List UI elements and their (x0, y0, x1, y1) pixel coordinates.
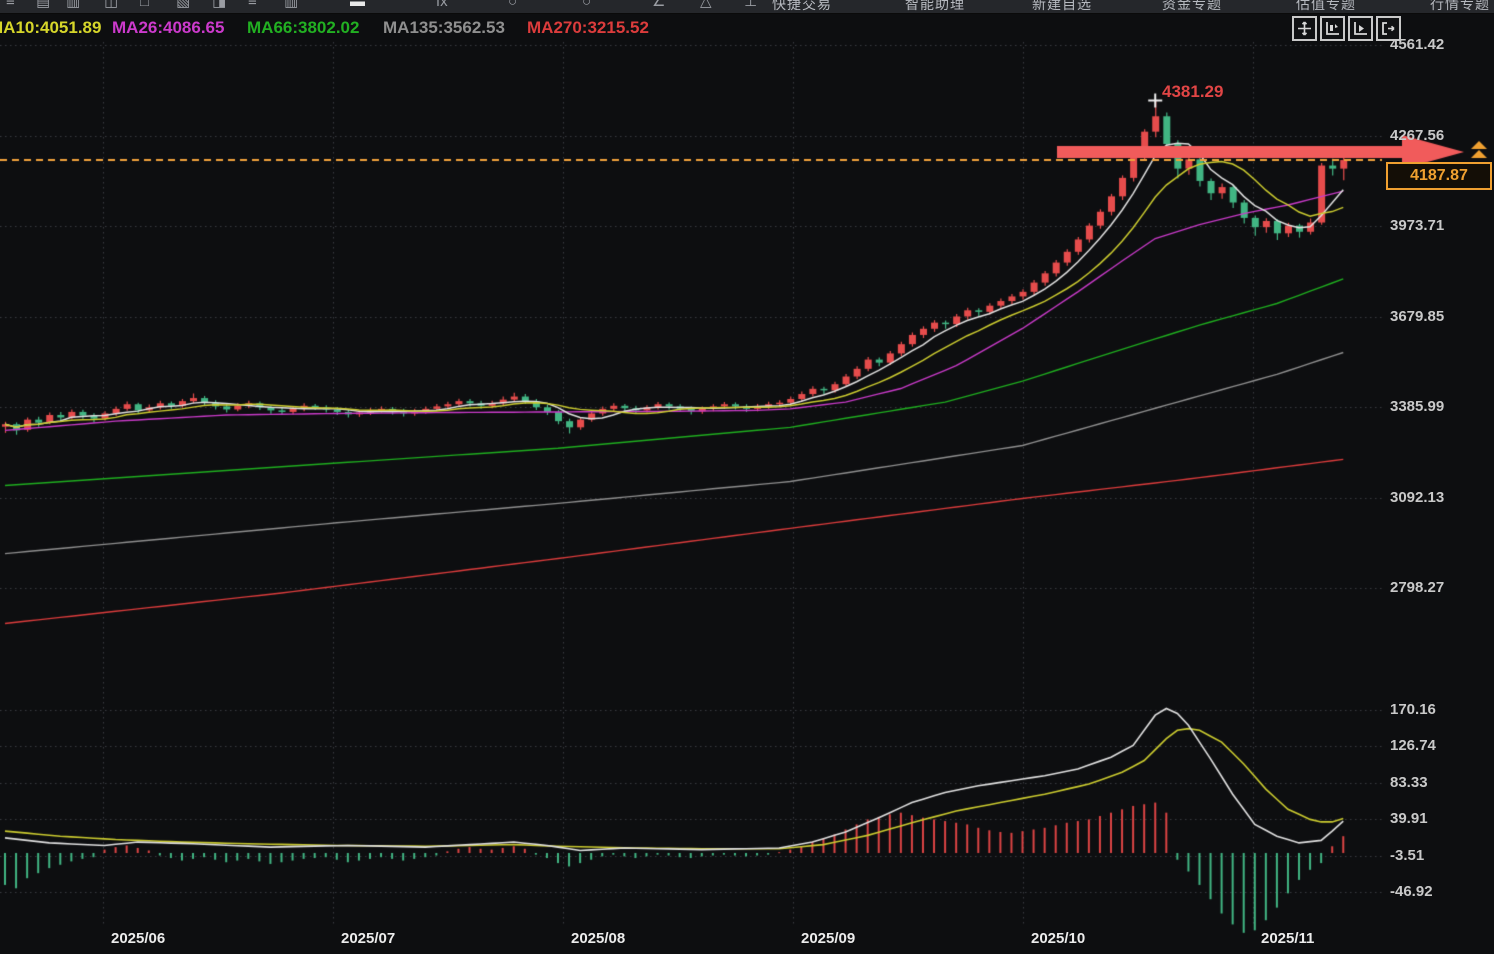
date-axis-label: 2025/08 (571, 930, 626, 947)
price-axis-label: 3092.13 (1390, 488, 1445, 506)
indicator-axis-label: -46.92 (1390, 883, 1433, 901)
indicator-axis-label: 39.91 (1390, 810, 1428, 828)
current-price-tag: 4187.87 (1386, 162, 1492, 190)
toolbar-item-4[interactable]: 估值专题 (1296, 0, 1356, 12)
chart-controls (1292, 16, 1401, 41)
toolbar-icon-fragment-14[interactable]: △ (700, 0, 712, 10)
toolbar-icon-fragment-8[interactable]: ▥ (284, 0, 299, 10)
toolbar-icon-fragment-15[interactable]: ⊥ (744, 0, 758, 10)
price-axis-label: 2798.27 (1390, 579, 1445, 596)
toolbar-icon-fragment-9[interactable]: ▬ (350, 0, 365, 10)
date-axis-label: 2025/10 (1031, 930, 1086, 947)
toolbar-icon-fragment-4[interactable]: □ (140, 0, 150, 10)
toolbar-item-1[interactable]: 智能助理 (905, 0, 965, 12)
price-axis-label: 3973.71 (1390, 217, 1445, 234)
toolbar-icon-fragment-2[interactable]: ▥ (66, 0, 81, 10)
scale-chart-right-icon[interactable] (1348, 16, 1373, 41)
toolbar-icon-fragment-5[interactable]: ▧ (176, 0, 191, 10)
toolbar-icon-fragment-11[interactable]: ○ (508, 0, 518, 10)
toolbar-icon-fragment-13[interactable]: ∠ (652, 0, 666, 10)
date-axis-label: 2025/07 (341, 930, 396, 947)
top-toolbar: ≡ ▤ ▥ ◫ □ ▧ ◨ ≡ ▥ ▬ fx ○ ○ ∠ △ ⊥ 快捷交易 智能助理 新建自选 资金专题 估值专题 行情专… (0, 0, 1494, 14)
peak-price-annotation: 4381.29 (1162, 82, 1224, 101)
ma-value-label-2: MA66:3802.02 (247, 18, 360, 37)
ma-value-label-4: MA270:3215.52 (527, 18, 649, 37)
toolbar-icon-fragment-6[interactable]: ◨ (212, 0, 227, 10)
toolbar-icon-fragment-7[interactable]: ≡ (248, 0, 257, 10)
date-axis-label: 2025/06 (111, 930, 166, 947)
indicator-axis-label: 83.33 (1390, 773, 1428, 791)
scale-chart-left-icon[interactable] (1320, 16, 1345, 41)
toolbar-icon-fragment-3[interactable]: ◫ (104, 0, 119, 10)
indicator-axis-label: -3.51 (1390, 846, 1425, 864)
exit-view-icon[interactable] (1376, 16, 1401, 41)
date-axis-label: 2025/11 (1261, 930, 1315, 947)
pan-move-icon[interactable] (1292, 16, 1317, 41)
price-axis-label: 3679.85 (1390, 307, 1445, 325)
indicator-axis-label: 126.74 (1390, 737, 1436, 755)
price-axis-label: 4267.56 (1390, 126, 1445, 144)
toolbar-icon-fragment-1[interactable]: ▤ (36, 0, 51, 10)
date-axis-label: 2025/09 (801, 930, 856, 947)
toolbar-icon-fragment-0[interactable]: ≡ (6, 0, 15, 10)
price-axis-label: 3385.99 (1390, 398, 1445, 415)
ma-value-label-3: MA135:3562.53 (383, 18, 505, 37)
toolbar-item-3[interactable]: 资金专题 (1162, 0, 1222, 12)
toolbar-icon-fragment-12[interactable]: ○ (582, 0, 592, 10)
toolbar-item-2[interactable]: 新建自选 (1032, 0, 1092, 12)
toolbar-item-0[interactable]: 快捷交易 (772, 0, 832, 12)
ma-value-label-0: MA10:4051.89 (0, 18, 102, 37)
toolbar-icon-fragment-10[interactable]: fx (436, 0, 448, 10)
indicator-axis-label: 170.16 (1390, 701, 1436, 718)
price-axis-label: 4561.42 (1390, 36, 1445, 53)
toolbar-item-5[interactable]: 行情专题 (1430, 0, 1490, 12)
ma-value-label-1: MA26:4086.65 (112, 18, 225, 37)
ma-indicator-row: MA10:4051.89 MA26:4086.65 MA66:3802.02 MA13… (0, 15, 1380, 41)
